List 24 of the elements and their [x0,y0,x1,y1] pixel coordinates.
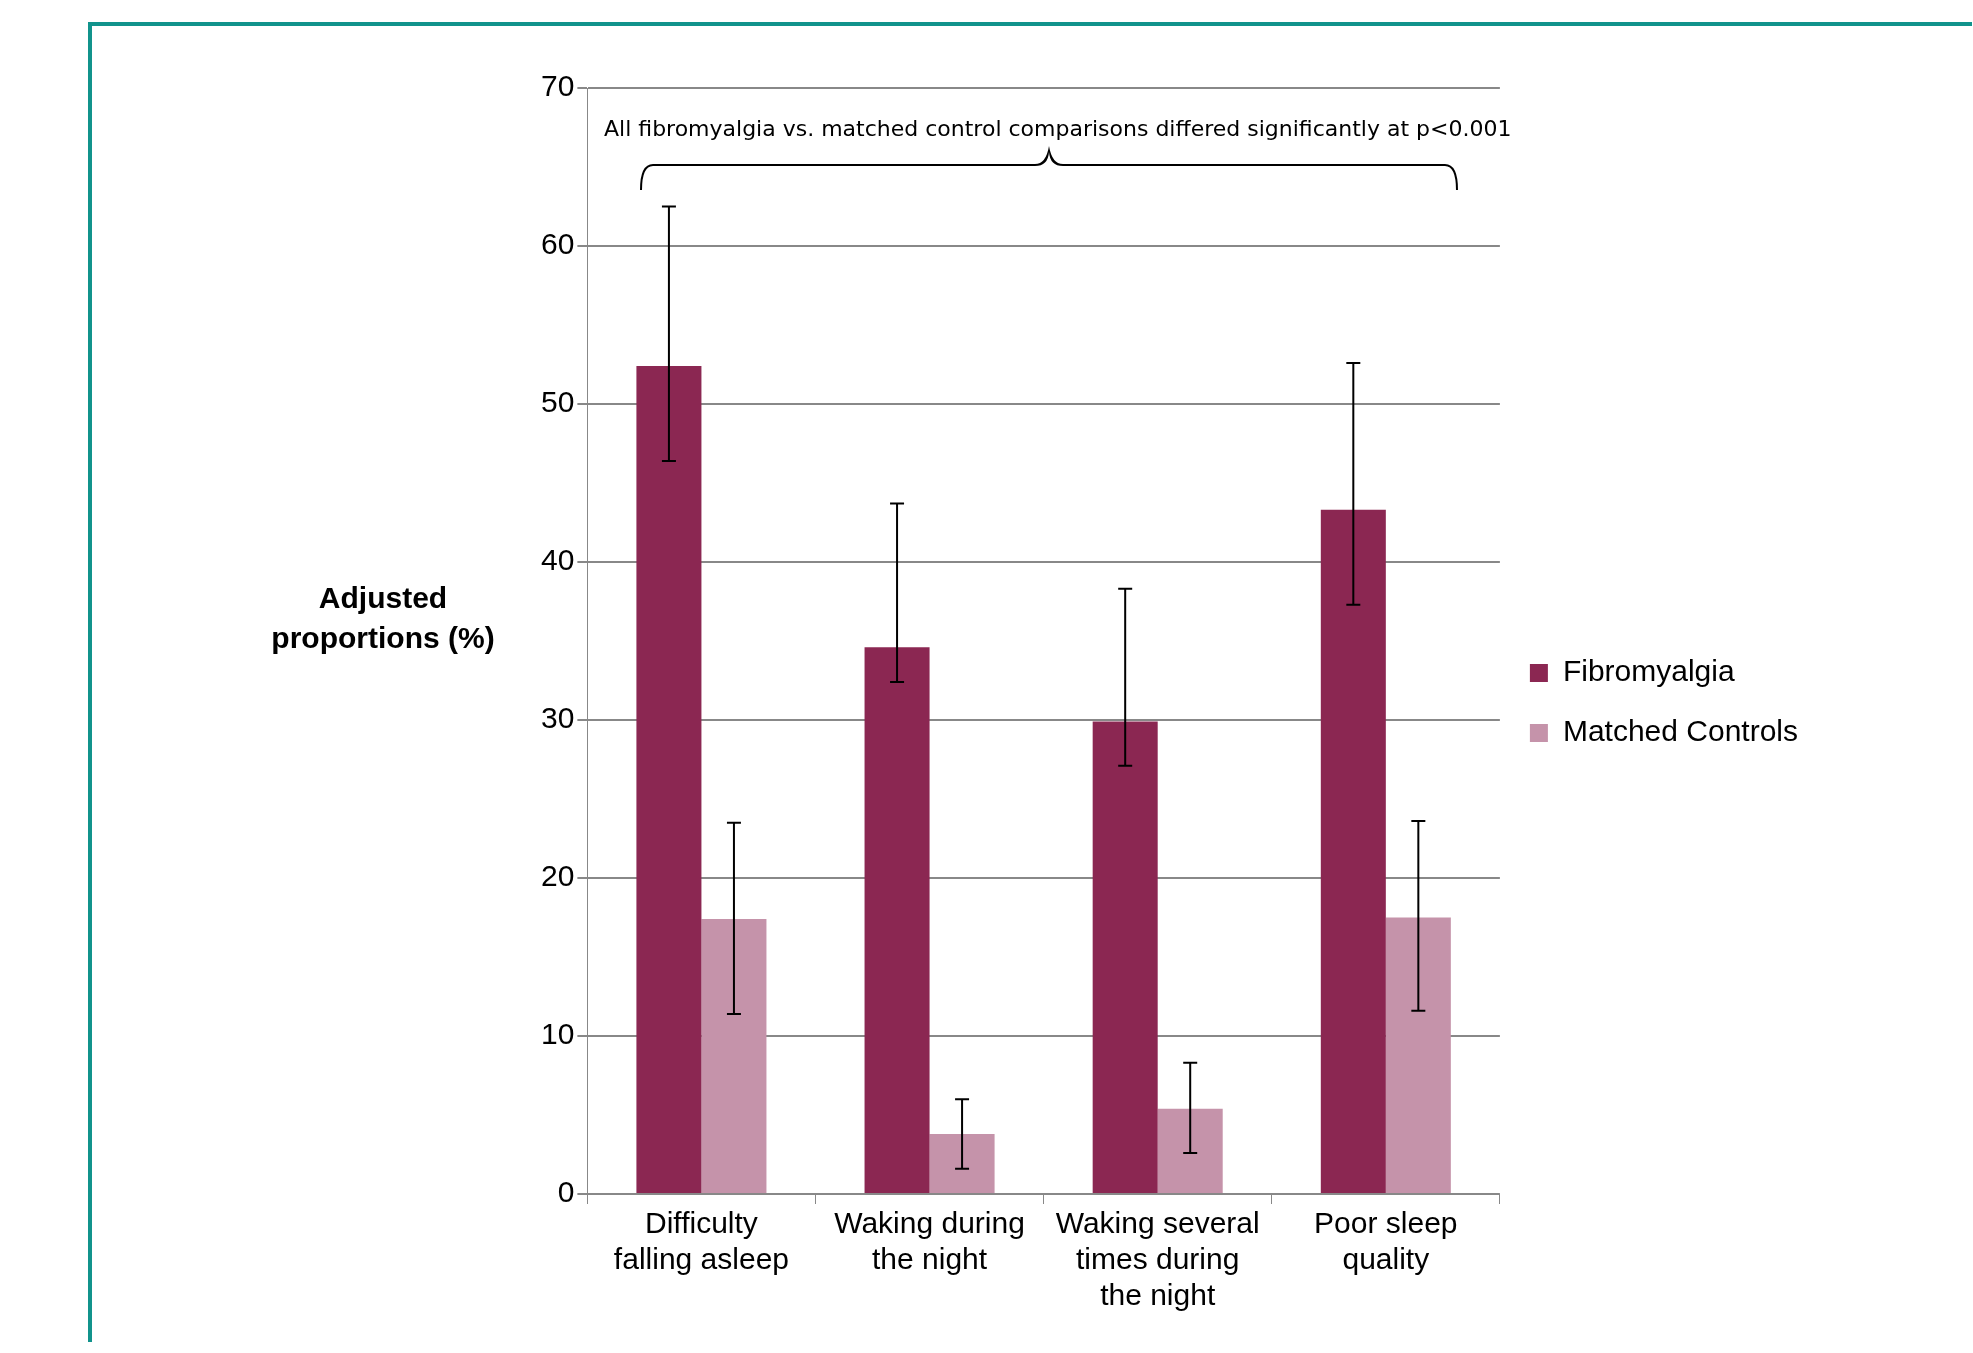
x-tick-label: Poor sleep quality [1314,1206,1458,1276]
bar [1385,917,1451,1193]
y-tick-label: 0 [557,1175,575,1209]
y-tick-label: 10 [540,1017,575,1051]
x-tick-label: Difficulty falling asleep [613,1206,789,1276]
x-tick-label: Waking during the night [834,1206,1025,1276]
bar [701,919,767,1193]
y-tick-label: 40 [540,543,575,577]
legend-label: Fibromyalgia [1562,654,1735,688]
y-tick-label: 20 [540,859,575,893]
y-tick-label: 50 [540,385,575,419]
bar [864,647,930,1193]
annotation: All fibromyalgia vs. matched control comparisons differed significantly at p<0.001 [604,116,1512,141]
bar [929,1133,995,1193]
y-axis-title: Adjusted proportions (%) [270,580,496,656]
x-tick-label: Waking several times during the night [1055,1206,1260,1312]
bar [1157,1108,1223,1193]
y-tick-label: 70 [540,69,575,103]
y-tick-label: 30 [540,701,575,735]
bar [1320,509,1386,1193]
bar [636,366,702,1193]
y-tick-label: 60 [540,227,575,261]
bar [1092,721,1158,1193]
legend-label: Matched Controls [1562,714,1798,748]
